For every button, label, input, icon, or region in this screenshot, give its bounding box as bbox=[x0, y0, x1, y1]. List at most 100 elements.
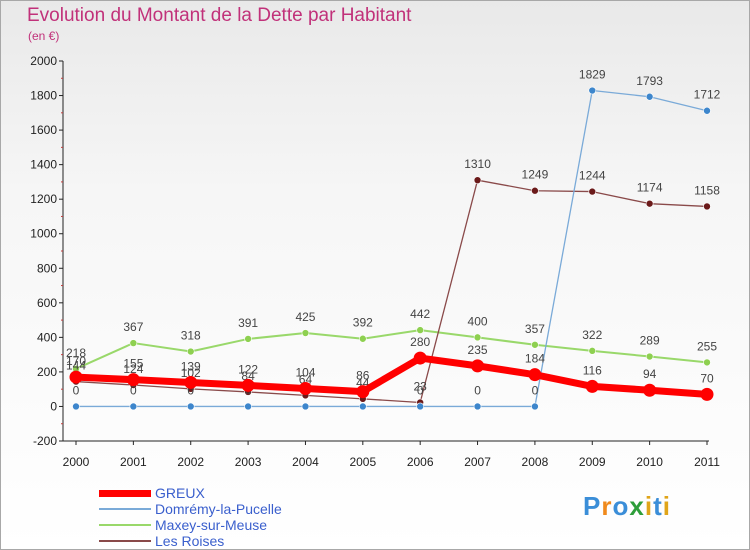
data-label: 367 bbox=[123, 320, 143, 334]
data-point bbox=[588, 86, 597, 95]
data-point bbox=[645, 199, 654, 208]
series-line bbox=[75, 89, 708, 408]
data-label: 218 bbox=[66, 346, 86, 360]
data-label: 104 bbox=[295, 365, 315, 379]
logo-letter: t bbox=[653, 491, 663, 521]
legend: GREUX Domrémy-la-Pucelle Maxey-sur-Meuse Le… bbox=[99, 485, 282, 549]
data-point bbox=[359, 334, 367, 343]
data-label: 357 bbox=[525, 322, 545, 336]
data-point bbox=[473, 333, 482, 342]
y-tick-label: 1200 bbox=[30, 192, 57, 206]
data-label: 23 bbox=[414, 379, 428, 393]
data-label: 425 bbox=[295, 310, 315, 324]
data-point bbox=[413, 351, 427, 365]
data-point bbox=[531, 340, 539, 349]
data-point bbox=[72, 402, 80, 411]
data-label: 0 bbox=[474, 383, 481, 397]
chart-title: Evolution du Montant de la Dette par Hab… bbox=[27, 5, 412, 26]
x-tick-label: 2010 bbox=[636, 455, 663, 469]
logo-letter: i bbox=[644, 491, 654, 521]
data-point bbox=[588, 347, 597, 355]
legend-label: Les Roises bbox=[155, 533, 225, 549]
y-tick-label: 1400 bbox=[30, 158, 57, 172]
legend-swatch bbox=[99, 540, 151, 542]
series-line bbox=[75, 329, 708, 370]
logo-letter: r bbox=[601, 491, 613, 521]
data-point bbox=[186, 347, 195, 356]
logo-letter: P bbox=[583, 491, 602, 521]
legend-label: Domrémy-la-Pucelle bbox=[155, 501, 282, 517]
data-label: 144 bbox=[66, 359, 86, 373]
legend-label: Maxey-sur-Meuse bbox=[155, 517, 268, 533]
data-label: 280 bbox=[410, 335, 430, 349]
data-label: 0 bbox=[532, 383, 539, 397]
data-label: 124 bbox=[123, 362, 143, 376]
data-label: 1793 bbox=[636, 74, 663, 88]
x-tick-label: 2007 bbox=[464, 455, 491, 469]
data-point bbox=[184, 375, 198, 389]
series-line bbox=[75, 179, 708, 404]
data-label: 1712 bbox=[694, 88, 721, 102]
data-point bbox=[645, 352, 654, 361]
data-label: 116 bbox=[583, 363, 602, 377]
data-point bbox=[244, 402, 252, 411]
x-tick-label: 2011 bbox=[694, 455, 720, 469]
data-label: 184 bbox=[525, 352, 545, 366]
data-point bbox=[471, 359, 485, 373]
data-point bbox=[703, 106, 711, 115]
y-tick-label: 1000 bbox=[30, 227, 57, 241]
data-point bbox=[528, 368, 542, 382]
data-point bbox=[241, 378, 255, 392]
legend-label: GREUX bbox=[155, 485, 205, 501]
data-label: 170 bbox=[66, 354, 86, 368]
series-greux: 170 155 139 122 104 86 280 235 184 116 94 70 bbox=[66, 335, 714, 401]
data-label: 94 bbox=[643, 367, 657, 381]
data-label: 235 bbox=[468, 343, 488, 357]
data-label: 391 bbox=[238, 316, 258, 330]
x-tick-label: 2001 bbox=[120, 455, 147, 469]
data-point bbox=[531, 186, 539, 195]
series-line bbox=[72, 354, 711, 398]
y-tick-label: 600 bbox=[37, 296, 57, 310]
data-point bbox=[703, 202, 711, 211]
data-label: 442 bbox=[410, 307, 430, 321]
data-point bbox=[301, 329, 310, 337]
logo-letter: i bbox=[662, 491, 671, 521]
unit-label: (en €) bbox=[28, 29, 60, 43]
data-label: 1249 bbox=[522, 168, 549, 182]
data-label: 1310 bbox=[464, 157, 491, 171]
x-tick-label: 2000 bbox=[63, 455, 90, 469]
data-label: 289 bbox=[640, 334, 660, 348]
data-label: 70 bbox=[700, 371, 714, 385]
y-tick-label: 2000 bbox=[30, 54, 57, 68]
logo-letter: o bbox=[612, 491, 630, 521]
y-tick-label: 0 bbox=[50, 399, 57, 413]
y-tick-label: 1800 bbox=[30, 89, 57, 103]
line-chart: -200020040060080010001200140016001800200… bbox=[30, 54, 721, 469]
data-point bbox=[531, 402, 539, 411]
y-tick-label: 200 bbox=[37, 365, 57, 379]
data-point bbox=[473, 176, 482, 184]
data-label: 392 bbox=[353, 316, 373, 330]
x-tick-label: 2002 bbox=[177, 455, 204, 469]
data-point bbox=[645, 92, 654, 101]
x-tick-label: 2004 bbox=[292, 455, 319, 469]
data-label: 1158 bbox=[694, 183, 720, 197]
data-label: 1829 bbox=[579, 68, 606, 82]
data-point bbox=[356, 385, 370, 399]
data-point bbox=[359, 402, 367, 411]
series-maxey-sur-meuse: 218 367 318 391 425 392 442 400 357 322 289 255 bbox=[66, 307, 717, 373]
data-point bbox=[129, 402, 138, 411]
legend-swatch bbox=[99, 489, 151, 497]
legend-swatch bbox=[99, 524, 151, 526]
logo-letter: x bbox=[629, 491, 645, 521]
data-label: 318 bbox=[181, 329, 201, 343]
data-point bbox=[585, 379, 599, 393]
y-tick-label: 800 bbox=[37, 261, 57, 275]
data-point bbox=[129, 339, 138, 347]
data-label: 84 bbox=[241, 369, 255, 383]
data-point bbox=[588, 187, 597, 196]
data-point bbox=[643, 383, 657, 397]
